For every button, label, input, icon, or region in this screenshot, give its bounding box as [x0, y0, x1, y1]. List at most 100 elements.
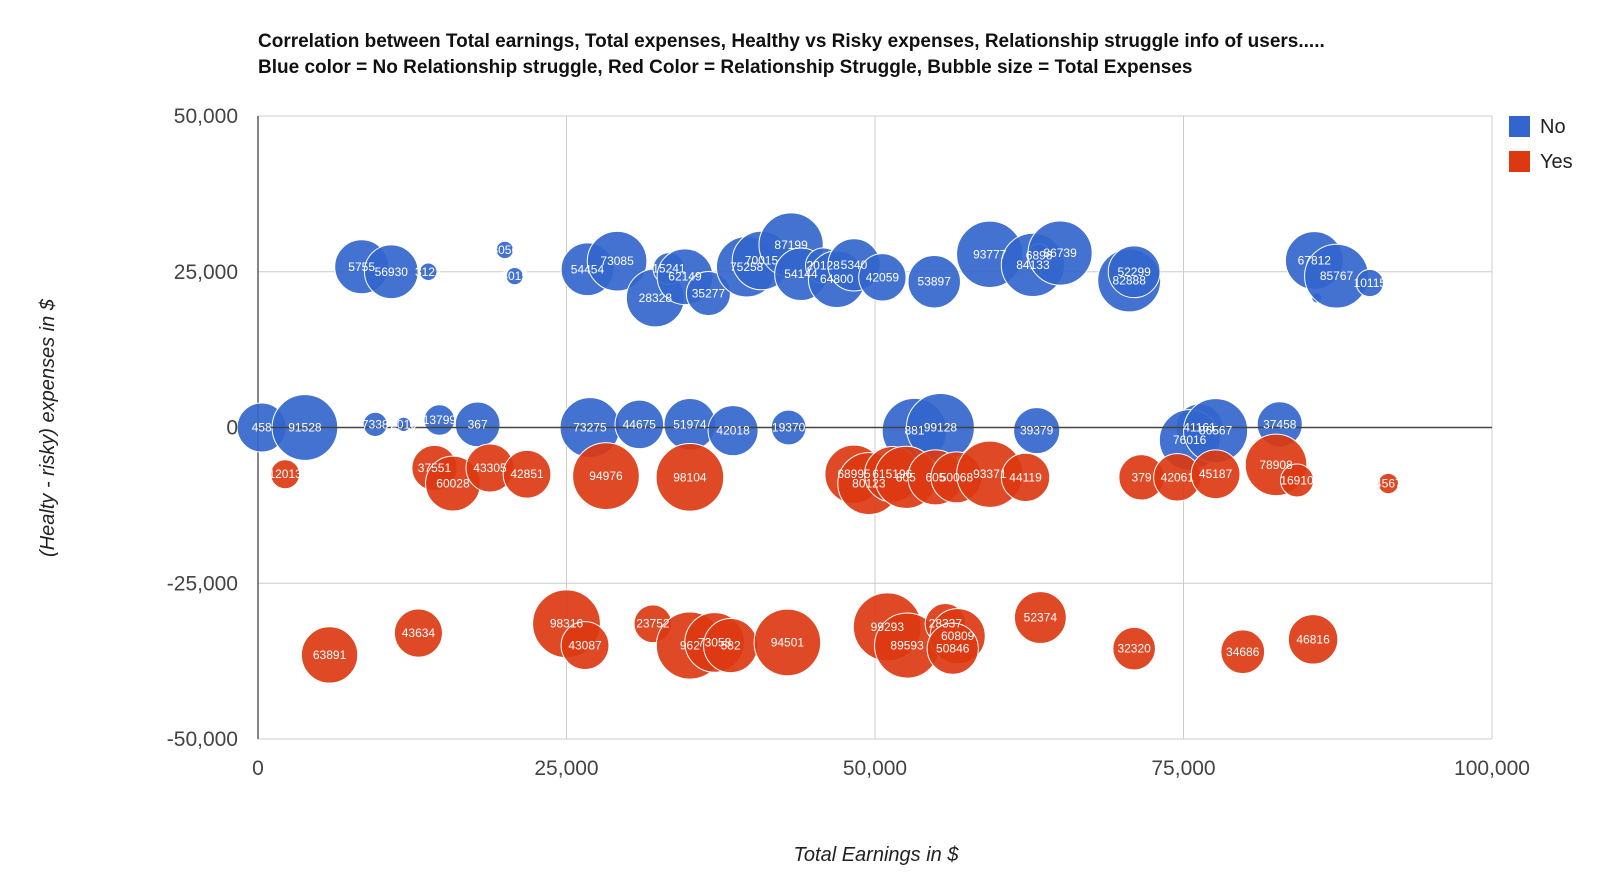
bubble-yes[interactable]	[1112, 626, 1156, 671]
bubble-label: 582	[721, 639, 741, 653]
bubble-label: 19370	[772, 421, 806, 435]
bubble-label: 87199	[774, 238, 808, 252]
bubble-label: 881	[904, 424, 924, 438]
bubble-label: 23752	[636, 617, 670, 631]
bubble-label: 42018	[716, 424, 750, 438]
bubble-yes[interactable]	[1377, 472, 1399, 495]
bubble-label: 15241	[652, 262, 686, 276]
bubble-label: 86739	[1043, 246, 1077, 260]
bubble-label: 41161	[1183, 421, 1216, 435]
bubble-label: 3015	[501, 269, 528, 283]
bubble-yes[interactable]	[753, 608, 822, 677]
bubble-layer	[236, 212, 1399, 684]
bubble-yes[interactable]	[1280, 463, 1315, 498]
bubble-label: 42061	[1161, 470, 1195, 484]
bubble-label: 5755	[348, 260, 375, 274]
bubble-yes[interactable]	[1220, 629, 1266, 675]
bubble-label: 73058	[698, 635, 732, 649]
bubble-label: 75258	[730, 260, 764, 274]
bubble-label: 51974	[673, 417, 707, 431]
bubble-yes[interactable]	[572, 442, 640, 510]
bubble-label: 10115	[1354, 276, 1387, 290]
bubble-no[interactable]	[419, 262, 438, 281]
bubble-no[interactable]	[495, 240, 514, 260]
bubble-no[interactable]	[454, 401, 501, 448]
y-tick-label: 0	[226, 417, 238, 440]
bubble-no[interactable]	[505, 267, 524, 286]
bubble-yes[interactable]	[1190, 449, 1241, 500]
bubble-no[interactable]	[685, 271, 731, 317]
bubble-no[interactable]	[1013, 407, 1061, 455]
bubble-label: 3122	[415, 265, 442, 279]
bubble-no[interactable]	[1027, 220, 1093, 286]
bubble-label: 98104	[673, 470, 707, 484]
bubble-label: 28328	[639, 291, 673, 305]
bubble-yes[interactable]	[502, 449, 552, 499]
bubble-label: 63891	[313, 648, 347, 662]
legend-swatch-yes	[1509, 151, 1530, 172]
bubble-yes[interactable]	[1013, 591, 1067, 644]
bubble-label: 962	[680, 639, 700, 653]
bubble-label: 68995	[837, 467, 871, 481]
bubble-no[interactable]	[858, 253, 907, 302]
bubble-label: 60028	[436, 477, 470, 491]
bubble-yes[interactable]	[270, 459, 301, 490]
bubble-label: 44119	[1009, 470, 1042, 484]
bubble-no[interactable]	[907, 254, 961, 309]
bubble-no[interactable]	[1355, 268, 1384, 298]
bubble-label: 84133	[1016, 258, 1050, 272]
x-tick-label: 75,000	[1151, 757, 1215, 780]
bubble-label: 367	[468, 417, 488, 431]
x-tick-label: 0	[252, 757, 264, 780]
x-axis-title: Total Earnings in $	[794, 844, 960, 866]
bubble-label: 43087	[568, 639, 602, 653]
bubble-label: 60809	[941, 629, 975, 643]
bubble-label: 7338	[362, 417, 389, 431]
bubble-yes[interactable]	[393, 608, 443, 658]
y-tick-label: 50,000	[174, 105, 238, 128]
tick-labels: 0 25,000 50,000 75,000 100,00050,00025,0000-…	[167, 105, 1530, 780]
bubble-label: 62149	[668, 270, 702, 284]
bubble-label: 605	[925, 470, 945, 484]
x-tick-label: 25,000	[534, 757, 598, 780]
bubble-no[interactable]	[1107, 245, 1161, 299]
bubble-label: 34686	[1226, 645, 1260, 659]
bubble-label: 5340	[841, 258, 868, 272]
bubble-label: 28337	[929, 617, 963, 631]
bubble-label: 50068	[940, 470, 974, 484]
bubble-yes[interactable]	[655, 443, 725, 512]
bubble-no[interactable]	[586, 230, 648, 292]
bubble-label: 37458	[1263, 417, 1297, 431]
bubble-label: 39379	[1020, 424, 1054, 438]
bubble-label: 6896	[1026, 249, 1053, 263]
x-tick-label: 50,000	[843, 757, 907, 780]
legend: No Yes	[1509, 116, 1573, 173]
bubble-label: 16910	[1280, 473, 1314, 487]
bubble-no[interactable]	[363, 244, 419, 300]
bubble-label: 70015	[745, 254, 779, 268]
bubble-yes[interactable]	[300, 626, 359, 684]
bubble-no[interactable]	[362, 411, 388, 437]
bubble-yes[interactable]	[1000, 452, 1051, 502]
bubble-label: 54454	[571, 262, 605, 276]
bubble-label: 52374	[1024, 611, 1058, 625]
bubble-no[interactable]	[707, 405, 759, 457]
bubble-label: 76016	[1173, 433, 1207, 447]
bubble-yes[interactable]	[926, 622, 979, 675]
bubble-label: 93777	[973, 247, 1007, 261]
bubble-label: 805	[896, 470, 916, 484]
bubble-label: 52299	[1117, 265, 1151, 279]
bubble-label: 93371	[973, 467, 1007, 481]
bubble-label: 94501	[771, 635, 805, 649]
bubble-yes[interactable]	[1287, 614, 1339, 665]
bubble-label: 42851	[510, 467, 544, 481]
bubble-label: 85767	[1320, 269, 1354, 283]
bubble-label: 4567	[1375, 477, 1402, 491]
y-tick-label: -25,000	[167, 572, 238, 595]
bubble-yes[interactable]	[560, 621, 610, 670]
y-tick-label: -50,000	[167, 728, 238, 751]
bubble-label: 82888	[1113, 273, 1147, 287]
bubble-label: 32320	[1117, 642, 1151, 656]
